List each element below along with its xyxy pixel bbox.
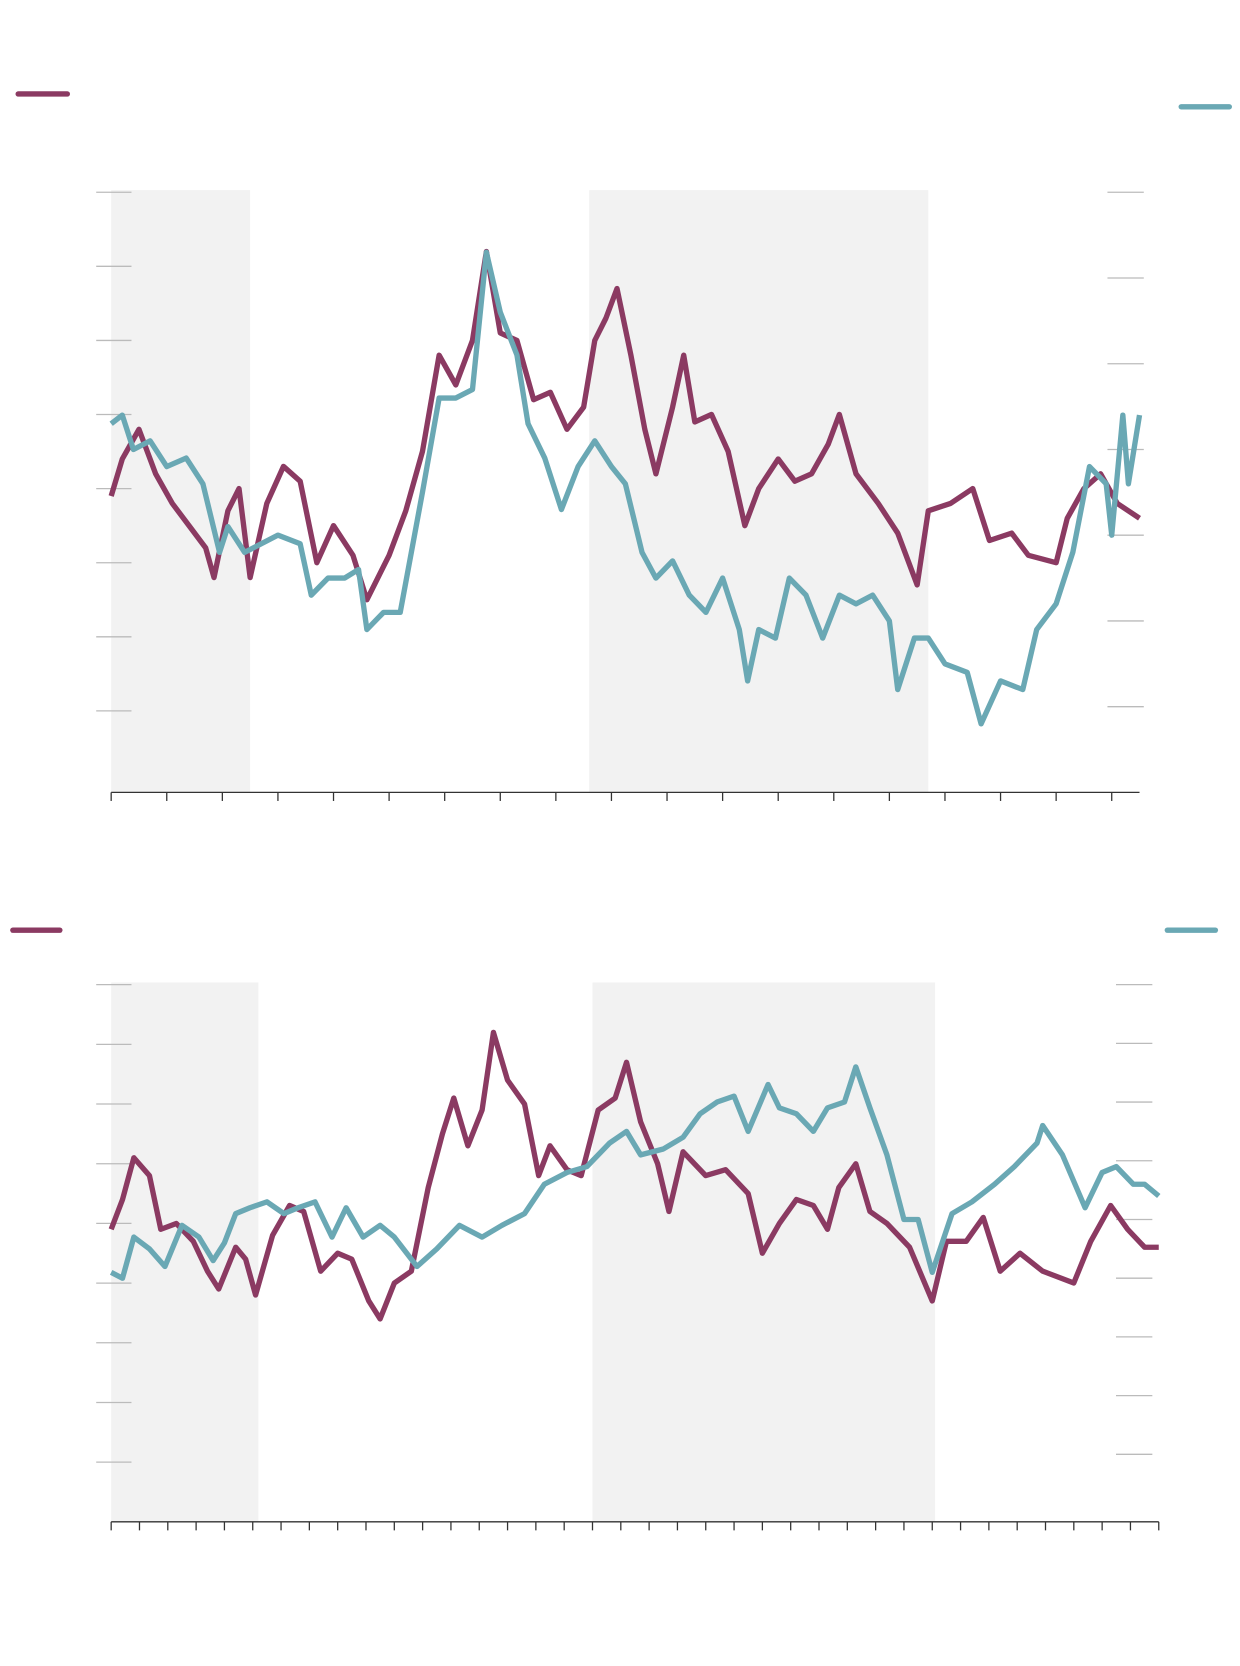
- series-line: [108, 248, 1142, 603]
- series-line: [109, 249, 1143, 727]
- shaded-region: [111, 190, 251, 793]
- series-line: [108, 1029, 1159, 1322]
- series-line: [109, 1064, 1161, 1281]
